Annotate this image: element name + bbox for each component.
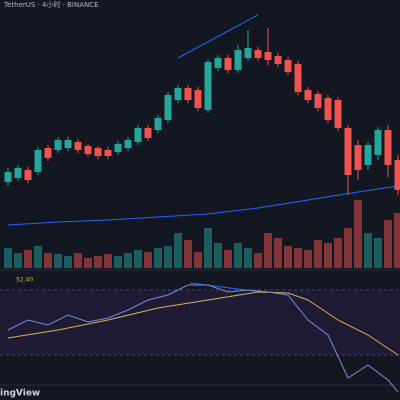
volume-bar	[234, 243, 242, 268]
volume-bar	[54, 254, 62, 268]
candle-body	[144, 128, 152, 138]
volume-bar	[314, 240, 322, 268]
volume-bar	[144, 252, 152, 268]
candle-body	[174, 88, 182, 100]
candle-body	[184, 88, 192, 100]
volume-bar	[264, 233, 272, 268]
volume-bar	[284, 246, 292, 268]
candle-body	[44, 148, 52, 158]
candle-body	[154, 118, 162, 130]
volume-bar	[204, 228, 212, 268]
candle-body	[304, 90, 312, 100]
candle-body	[34, 150, 42, 172]
trend-line	[177, 14, 259, 59]
volume-bar	[74, 253, 82, 268]
candle-body	[124, 140, 132, 148]
volume-bar	[304, 250, 312, 268]
candle-body	[394, 160, 400, 190]
volume-bar	[34, 246, 42, 268]
volume-bar	[104, 254, 112, 268]
volume-bar	[84, 258, 92, 268]
volume-bar	[174, 233, 182, 268]
volume-bar	[124, 253, 132, 268]
brand: ingView	[0, 389, 40, 399]
candle-body	[274, 56, 282, 64]
moving-average	[7, 185, 399, 226]
header: TetherUS · 4小时 · BINANCE	[3, 0, 99, 9]
candle-body	[354, 145, 362, 170]
candle-body	[84, 146, 92, 154]
volume-bar	[244, 248, 252, 268]
candle-body	[134, 128, 142, 142]
candle-body	[314, 94, 322, 108]
volume-bar	[44, 253, 52, 268]
volume-bar	[154, 248, 162, 268]
volume-bar	[184, 240, 192, 268]
volume-bar	[224, 250, 232, 268]
candle-body	[334, 100, 342, 128]
candle-body	[214, 58, 222, 68]
candle-body	[234, 50, 242, 70]
candle-body	[344, 128, 352, 175]
volume-bar	[164, 246, 172, 268]
candle-body	[24, 170, 32, 180]
candle-body	[114, 144, 122, 152]
volume-bar	[14, 253, 22, 268]
candle-body	[324, 98, 332, 120]
volume-bar	[384, 220, 392, 268]
volume-bar	[194, 252, 202, 268]
volume-bar	[134, 250, 142, 268]
rsi-ma	[7, 291, 399, 356]
volume-bar	[294, 248, 302, 268]
candle-body	[104, 150, 112, 156]
volume-bar	[254, 253, 262, 268]
candle-body	[294, 64, 302, 92]
candle-body	[164, 95, 172, 120]
candle-body	[54, 140, 62, 150]
candle-body	[204, 62, 212, 110]
volume-bar	[94, 256, 102, 268]
candle-body	[384, 130, 392, 165]
candle-body	[284, 60, 292, 72]
rsi-line	[7, 284, 399, 393]
volume-bar	[364, 233, 372, 268]
rsi-band	[0, 290, 400, 355]
volume-bar	[394, 213, 400, 268]
volume-bar	[374, 238, 382, 268]
candle-body	[264, 52, 272, 60]
volume-bar	[4, 248, 12, 268]
candle-body	[64, 140, 72, 148]
candle-body	[224, 58, 232, 70]
candle-body	[194, 90, 202, 108]
volume-bar	[334, 238, 342, 268]
volume-bar	[274, 238, 282, 268]
candle-body	[244, 48, 252, 58]
candle-body	[374, 130, 382, 155]
rsi-label: 52.40	[16, 277, 33, 284]
candle-body	[94, 148, 102, 156]
candle-body	[4, 172, 12, 182]
candle-body	[74, 142, 82, 150]
volume-bar	[324, 243, 332, 268]
volume-bar	[344, 228, 352, 268]
volume-bar	[64, 256, 72, 268]
volume-bar	[114, 256, 122, 268]
volume-bar	[214, 243, 222, 268]
candle-body	[254, 50, 262, 58]
volume-bar	[24, 250, 32, 268]
candle-body	[364, 145, 372, 165]
candle-body	[14, 168, 22, 178]
volume-bar	[354, 200, 362, 268]
